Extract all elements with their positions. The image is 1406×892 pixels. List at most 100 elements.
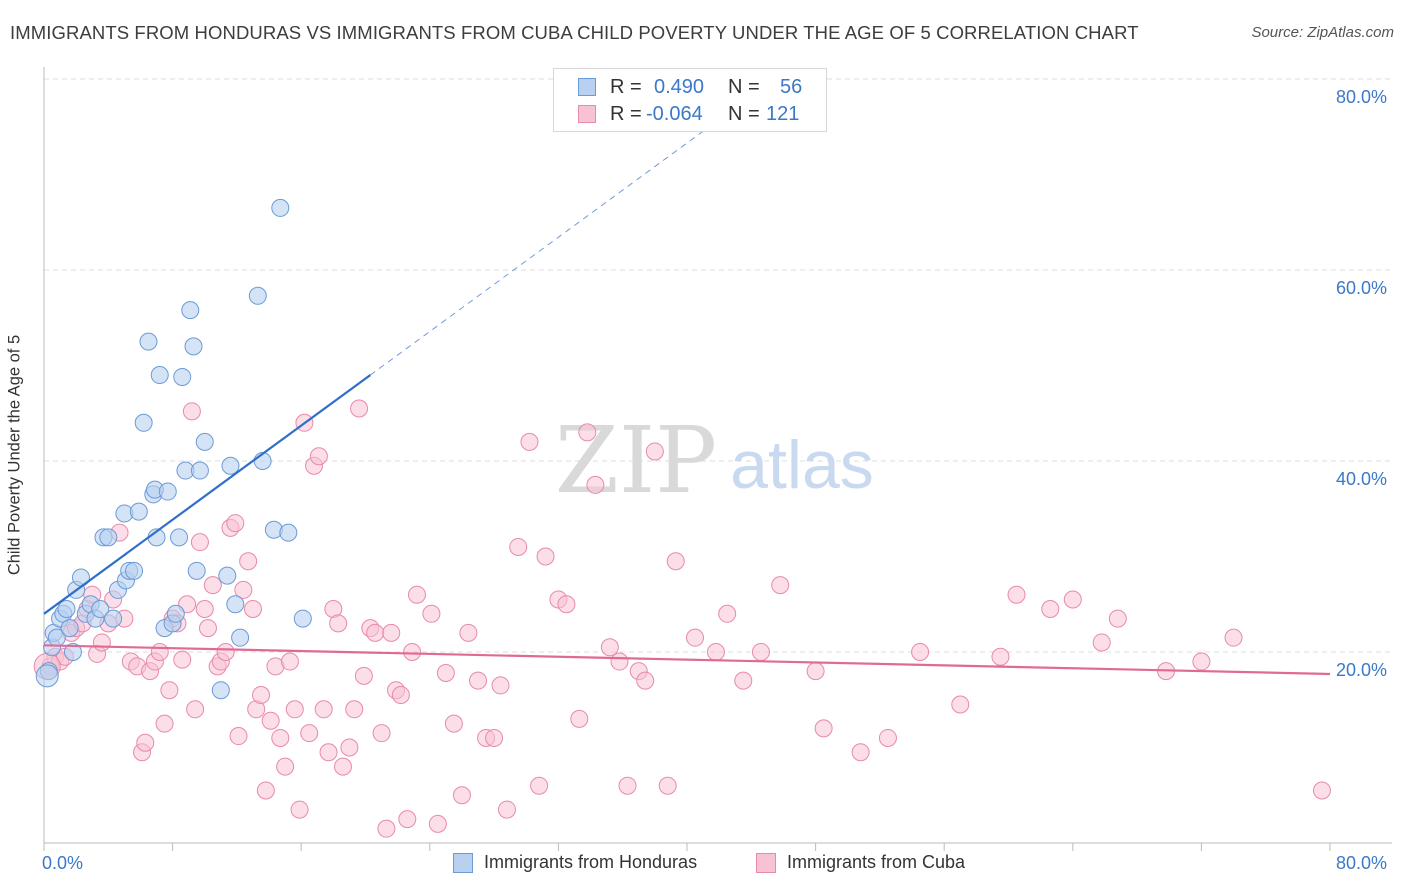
honduras-point [211, 681, 230, 700]
y-tick-label-80: 80.0% [1336, 87, 1388, 107]
cuba-point [686, 628, 705, 647]
y-tick-label-20: 20.0% [1336, 660, 1388, 680]
honduras-trendline-extension [370, 107, 736, 376]
cuba-point [198, 619, 217, 638]
cuba-point [1312, 781, 1331, 800]
cuba-point [734, 671, 753, 690]
honduras-point [166, 604, 185, 623]
cuba-point [497, 800, 516, 819]
cuba-point [600, 638, 619, 657]
y-tick-label-60: 60.0% [1336, 278, 1388, 298]
cuba-point [150, 643, 169, 661]
cuba-point [182, 402, 201, 421]
n-value-honduras: 56 [780, 75, 803, 98]
cuba-point [751, 643, 770, 661]
cuba-point [290, 800, 309, 819]
cuba-point [155, 714, 174, 733]
legend-row-cuba: R = -0.064 N = 121 [578, 101, 799, 127]
cuba-point [1192, 652, 1211, 671]
honduras-swatch [578, 78, 596, 96]
cuba-point [666, 552, 685, 571]
legend-row-honduras: R = 0.490 N = 56 [578, 74, 802, 100]
cuba-point [350, 399, 369, 418]
honduras-point [195, 432, 214, 451]
honduras-point [221, 456, 240, 475]
cuba-point [329, 614, 348, 633]
cuba-point [92, 633, 111, 652]
cuba-point [1092, 633, 1111, 652]
honduras-point [170, 528, 189, 547]
honduras-point [226, 595, 245, 614]
honduras-point [184, 337, 203, 356]
honduras-point [35, 664, 59, 688]
honduras-points [35, 198, 312, 700]
cuba-point [509, 537, 528, 556]
cuba-point [436, 664, 455, 683]
r-label: R = [610, 75, 642, 98]
watermark: ZIP atlas [555, 407, 874, 514]
cuba-point [333, 757, 352, 776]
correlation-legend: R = 0.490 N = 56 R = -0.064 N = 121 [553, 68, 827, 132]
cuba-point [190, 533, 209, 552]
y-tick-label-40: 40.0% [1336, 469, 1388, 489]
r-value-honduras: 0.490 [654, 75, 705, 98]
cuba-point [586, 475, 605, 494]
honduras-point [57, 600, 76, 619]
cuba-point [645, 442, 664, 461]
cuba-point [851, 743, 870, 762]
cuba-point [444, 714, 463, 733]
honduras-point [271, 198, 290, 217]
cuba-point [636, 671, 655, 690]
cuba-point [878, 728, 897, 747]
source-label: Source: ZipAtlas.com [1251, 24, 1394, 41]
series-legend: Immigrants from Honduras Immigrants from… [0, 852, 1406, 878]
honduras-point [279, 523, 298, 542]
cuba-point [345, 700, 364, 719]
cuba-point [403, 643, 422, 661]
cuba-point [354, 666, 373, 685]
cuba-point [160, 681, 179, 700]
honduras-point [139, 332, 158, 351]
watermark-atlas: atlas [730, 427, 874, 503]
cuba-point [491, 676, 510, 695]
cuba-point [991, 647, 1010, 666]
cuba-point [422, 604, 441, 623]
cuba-point [226, 514, 245, 533]
cuba-point [452, 786, 471, 805]
cuba-point [261, 711, 280, 730]
cuba-point [234, 580, 253, 599]
cuba-point [610, 652, 629, 671]
n-label: N = [728, 102, 760, 125]
honduras-point [248, 286, 267, 305]
cuba-points [33, 399, 1331, 838]
cuba-point [618, 776, 637, 795]
cuba-point [951, 695, 970, 714]
chart-title: IMMIGRANTS FROM HONDURAS VS IMMIGRANTS F… [10, 22, 1139, 43]
cuba-point [391, 685, 410, 704]
cuba-swatch [578, 105, 596, 123]
honduras-point [158, 482, 177, 501]
cuba-point [911, 643, 930, 661]
honduras-swatch [453, 852, 473, 873]
cuba-point [1007, 585, 1026, 604]
cuba-point [271, 728, 290, 747]
cuba-point [243, 600, 262, 619]
cuba-point [706, 643, 725, 661]
cuba-point [136, 733, 155, 752]
cuba-point [718, 604, 737, 623]
cuba-point [771, 576, 790, 595]
r-label: R = [610, 102, 642, 125]
honduras-point [99, 528, 118, 547]
x-tick-label-min: 0.0% [42, 853, 84, 873]
cuba-point [459, 623, 478, 642]
cuba-point [377, 819, 396, 838]
cuba-point [239, 552, 258, 571]
honduras-point [181, 301, 200, 320]
cuba-point [285, 700, 304, 719]
cuba-point [276, 757, 295, 776]
cuba-point [372, 724, 391, 743]
cuba-point [398, 810, 417, 829]
honduras-point [231, 628, 250, 647]
cuba-point [229, 727, 248, 746]
cuba-point [814, 719, 833, 738]
